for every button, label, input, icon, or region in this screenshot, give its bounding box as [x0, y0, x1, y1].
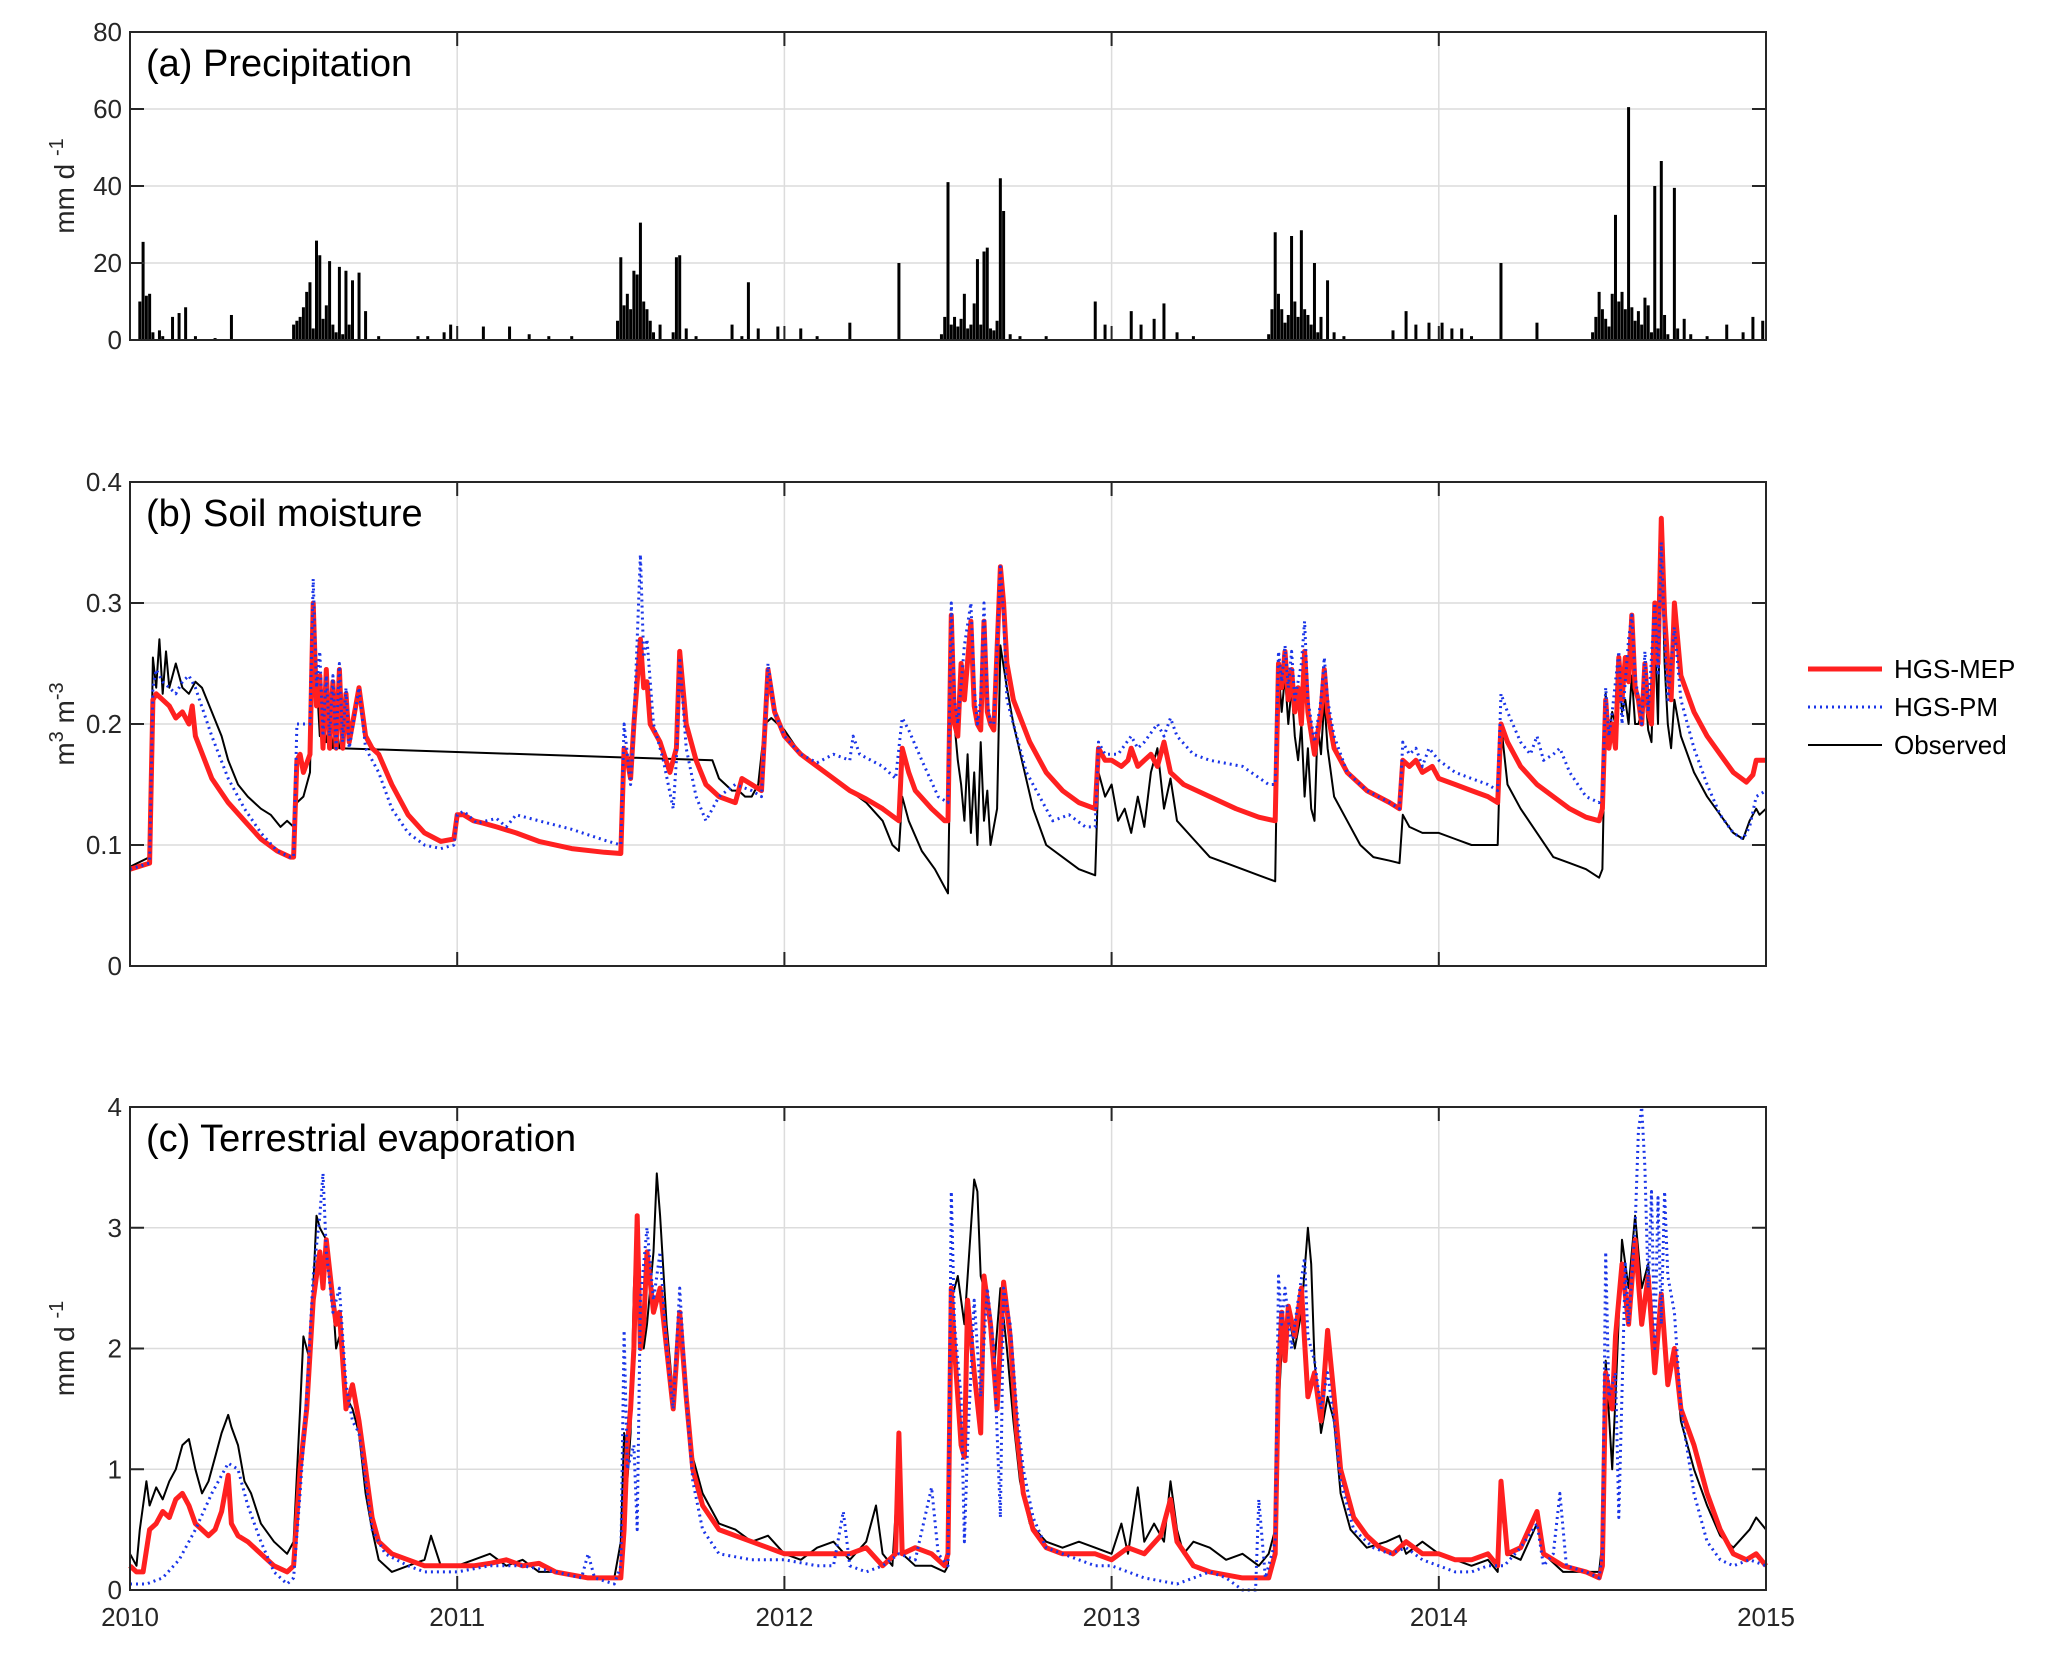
y-tick-label: 0	[108, 951, 122, 981]
panel-3: 0 1 2 3 4 2010 2011 2012 2013 2014 2015 (c) Terrest…	[46, 1092, 1795, 1632]
y-tick-label: 40	[93, 171, 122, 201]
data-marks	[138, 107, 1765, 340]
y-tick-label: 0	[108, 325, 122, 355]
y-tick-label: 3	[108, 1213, 122, 1243]
legend: HGS-MEP HGS-PM Observed	[1808, 654, 2015, 760]
y-tick-label: 60	[93, 94, 122, 124]
x-tick-label: 2015	[1737, 1602, 1795, 1632]
x-tick-label: 2010	[101, 1602, 159, 1632]
panel-title: (b) Soil moisture	[146, 493, 423, 535]
y-axis-label: m3 m-3	[46, 682, 80, 765]
y-tick-label: 0.4	[86, 467, 122, 497]
legend-label: HGS-PM	[1894, 692, 1998, 722]
x-tick-label: 2012	[755, 1602, 813, 1632]
y-axis-label: mm d -1	[46, 1301, 80, 1397]
panel-title: (c) Terrestrial evaporation	[146, 1118, 576, 1160]
x-tick-label: 2013	[1083, 1602, 1141, 1632]
y-tick-label: 2	[108, 1334, 122, 1364]
series-line-observed	[129, 1172, 1767, 1579]
y-tick-label: 20	[93, 248, 122, 278]
y-tick-label: 4	[108, 1092, 122, 1122]
y-tick-label: 1	[108, 1454, 122, 1484]
y-tick-label: 0.2	[86, 709, 122, 739]
y-tick-label: 80	[93, 17, 122, 47]
panel-2: 0 0.1 0.2 0.3 0.4 (b) Soil moisture m3 m-3	[46, 467, 1767, 981]
legend-label: Observed	[1894, 730, 2007, 760]
legend-label: HGS-MEP	[1894, 654, 2015, 684]
y-tick-label: 0	[108, 1575, 122, 1605]
y-axis-label: mm d -1	[46, 138, 80, 234]
series-line-hgs-pm	[129, 541, 1767, 871]
x-tick-label: 2011	[429, 1602, 485, 1632]
series-line-hgs-pm	[130, 1105, 1767, 1592]
y-tick-label: 0.3	[86, 588, 122, 618]
data-marks	[128, 1105, 1768, 1592]
panel-1: 0 20 40 60 80 (a) Precipitation mm d -1	[46, 17, 1767, 355]
series-line-hgs-mep	[128, 1213, 1768, 1581]
panel-title: (a) Precipitation	[146, 43, 412, 85]
x-tick-label: 2014	[1410, 1602, 1468, 1632]
y-tick-label: 0.1	[86, 830, 122, 860]
data-marks	[129, 515, 1767, 895]
